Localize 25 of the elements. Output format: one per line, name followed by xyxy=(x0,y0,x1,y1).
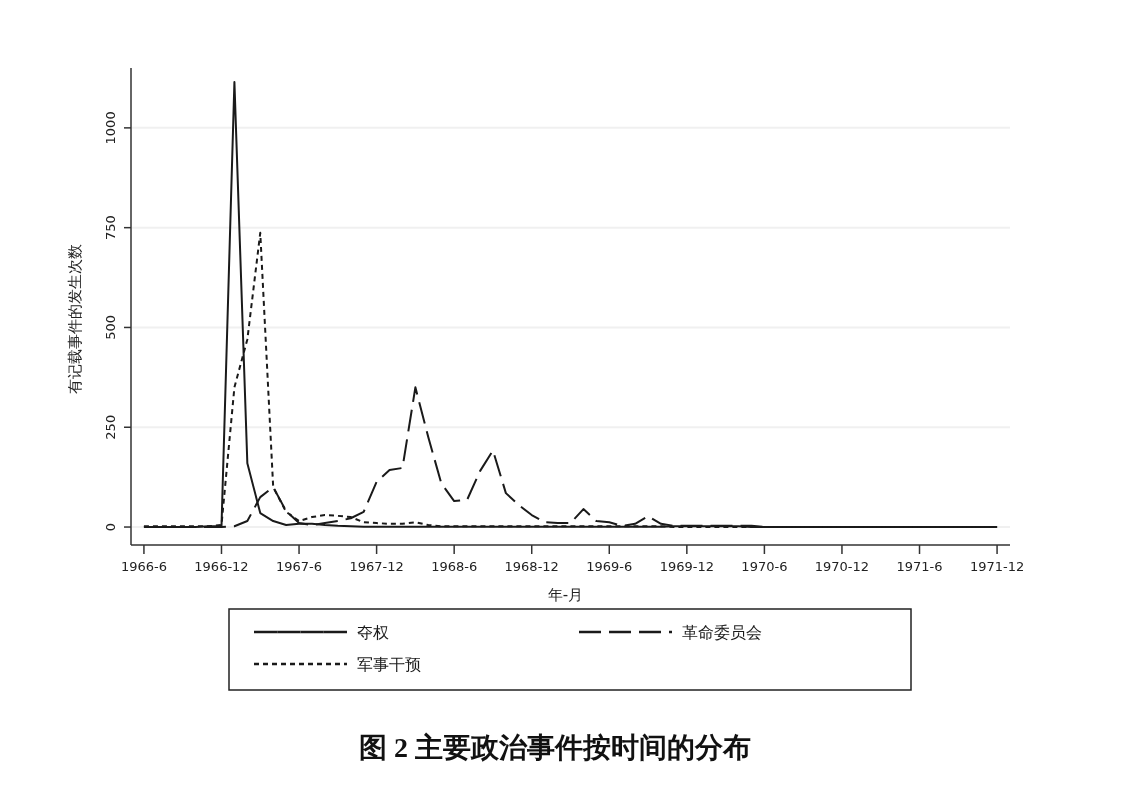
y-tick-label: 250 xyxy=(103,414,118,440)
x-tick-label: 1971-12 xyxy=(969,559,1025,574)
x-tick-label: 1970-6 xyxy=(741,559,788,574)
x-tick-label: 1967-12 xyxy=(349,559,404,574)
x-tick-label: 1969-12 xyxy=(659,559,714,574)
legend-label: 夺权 xyxy=(357,623,389,642)
y-tick-label: 0 xyxy=(103,522,118,532)
y-tick-label: 750 xyxy=(103,215,118,241)
x-tick-label: 1968-6 xyxy=(431,559,478,574)
y-axis-title: 有记载事件的发生次数 xyxy=(66,243,84,394)
x-tick-label: 1969-6 xyxy=(586,559,633,574)
legend-label: 军事干预 xyxy=(357,655,421,674)
legend-item: 军事干预 xyxy=(254,655,421,674)
x-tick-label: 1966-12 xyxy=(194,559,249,574)
legend-label: 革命委员会 xyxy=(682,623,762,642)
y-tick-label: 1000 xyxy=(103,111,118,145)
x-tick-label: 1966-6 xyxy=(120,559,167,574)
x-tick-label: 1967-6 xyxy=(276,559,323,574)
x-tick-label: 1971-6 xyxy=(896,559,943,574)
x-tick-label: 1968-12 xyxy=(504,559,559,574)
x-axis-title: 年-月 xyxy=(547,586,584,604)
y-tick-label: 500 xyxy=(103,315,118,340)
legend-item: 革命委员会 xyxy=(579,623,762,642)
x-tick-label: 1970-12 xyxy=(814,559,870,574)
text: 图 2 主要政治事件按时间的分布 xyxy=(359,732,751,763)
